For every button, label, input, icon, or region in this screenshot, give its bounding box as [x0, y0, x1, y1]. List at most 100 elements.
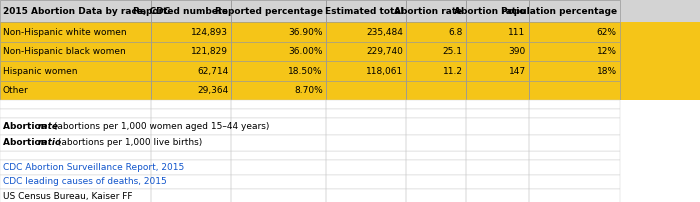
Bar	[231, 151, 326, 160]
Text: 235,484: 235,484	[366, 28, 403, 37]
Bar	[231, 189, 326, 202]
Bar	[528, 22, 620, 42]
Text: 11.2: 11.2	[442, 67, 463, 76]
Text: 8.70%: 8.70%	[294, 86, 323, 95]
Bar	[150, 42, 231, 61]
Bar	[0, 22, 150, 42]
Bar	[231, 42, 326, 61]
Bar	[150, 100, 231, 109]
Bar	[231, 81, 326, 100]
Bar	[326, 160, 406, 175]
Bar	[528, 189, 620, 202]
Text: 18.50%: 18.50%	[288, 67, 323, 76]
Bar	[528, 42, 620, 61]
Text: 111: 111	[508, 28, 526, 37]
Bar	[0, 61, 150, 81]
Bar	[150, 189, 231, 202]
Bar	[150, 118, 231, 135]
Bar	[150, 22, 231, 42]
Text: (abortions per 1,000 live births): (abortions per 1,000 live births)	[55, 138, 202, 147]
Text: 390: 390	[508, 47, 526, 56]
Text: 18%: 18%	[596, 67, 617, 76]
Text: Hispanic women: Hispanic women	[3, 67, 77, 76]
Bar	[528, 151, 620, 160]
Text: CDC leading causes of deaths, 2015: CDC leading causes of deaths, 2015	[3, 177, 167, 186]
Bar	[406, 135, 466, 151]
Bar	[150, 135, 231, 151]
Bar	[0, 81, 700, 100]
Bar	[0, 175, 700, 189]
Bar	[528, 135, 620, 151]
Text: 118,061: 118,061	[366, 67, 403, 76]
Bar	[528, 81, 620, 100]
Text: 36.00%: 36.00%	[288, 47, 323, 56]
Text: 36.90%: 36.90%	[288, 28, 323, 37]
Bar	[0, 151, 150, 160]
Text: Abortion ratio: Abortion ratio	[454, 7, 526, 16]
Bar	[466, 135, 528, 151]
Bar	[466, 100, 528, 109]
Bar	[466, 175, 528, 189]
Bar	[326, 135, 406, 151]
Bar	[326, 189, 406, 202]
Bar	[466, 151, 528, 160]
Bar	[150, 109, 231, 118]
Bar	[406, 151, 466, 160]
Text: Other: Other	[3, 86, 29, 95]
Text: 12%: 12%	[596, 47, 617, 56]
Text: 6.8: 6.8	[448, 28, 463, 37]
Bar	[231, 175, 326, 189]
Text: 147: 147	[509, 67, 526, 76]
Bar	[406, 100, 466, 109]
Bar	[406, 61, 466, 81]
Bar	[0, 22, 700, 42]
Bar	[466, 42, 528, 61]
Bar	[0, 109, 150, 118]
Bar	[466, 0, 528, 22]
Text: 62%: 62%	[596, 28, 617, 37]
Bar	[406, 81, 466, 100]
Bar	[326, 42, 406, 61]
Bar	[406, 160, 466, 175]
Bar	[231, 118, 326, 135]
Bar	[528, 0, 620, 22]
Bar	[0, 42, 700, 61]
Bar	[0, 175, 150, 189]
Text: 25.1: 25.1	[442, 47, 463, 56]
Bar	[0, 81, 150, 100]
Bar	[231, 160, 326, 175]
Bar	[466, 81, 528, 100]
Text: 29,364: 29,364	[197, 86, 228, 95]
Bar	[231, 135, 326, 151]
Bar	[0, 160, 150, 175]
Text: US Census Bureau, Kaiser FF: US Census Bureau, Kaiser FF	[3, 192, 132, 201]
Bar	[231, 0, 326, 22]
Text: Reported percentage: Reported percentage	[215, 7, 323, 16]
Bar	[0, 109, 700, 118]
Text: 124,893: 124,893	[191, 28, 228, 37]
Bar	[406, 0, 466, 22]
Bar	[466, 22, 528, 42]
Bar	[150, 160, 231, 175]
Bar	[0, 189, 700, 202]
Text: Abortion rate: Abortion rate	[394, 7, 463, 16]
Text: 229,740: 229,740	[366, 47, 403, 56]
Bar	[406, 42, 466, 61]
Bar	[0, 118, 150, 135]
Bar	[406, 189, 466, 202]
Text: 62,714: 62,714	[197, 67, 228, 76]
Text: CDC Abortion Surveillance Report, 2015: CDC Abortion Surveillance Report, 2015	[3, 163, 184, 172]
Bar	[150, 61, 231, 81]
Bar	[0, 160, 700, 175]
Bar	[528, 61, 620, 81]
Text: 2015 Abortion Data by race, CDC: 2015 Abortion Data by race, CDC	[3, 7, 170, 16]
Bar	[528, 118, 620, 135]
Bar	[406, 118, 466, 135]
Bar	[0, 42, 150, 61]
Bar	[326, 118, 406, 135]
Bar	[466, 61, 528, 81]
Bar	[231, 100, 326, 109]
Bar	[0, 189, 150, 202]
Bar	[0, 135, 150, 151]
Bar	[406, 109, 466, 118]
